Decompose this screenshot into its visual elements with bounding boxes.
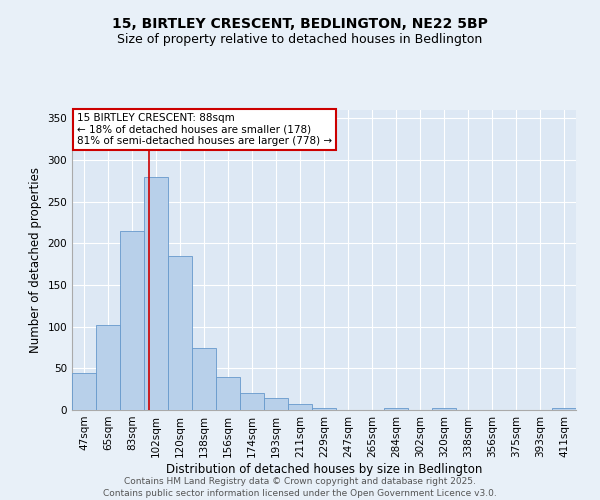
Text: 15 BIRTLEY CRESCENT: 88sqm
← 18% of detached houses are smaller (178)
81% of sem: 15 BIRTLEY CRESCENT: 88sqm ← 18% of deta… xyxy=(77,113,332,146)
Bar xyxy=(288,404,312,410)
Bar xyxy=(552,408,576,410)
Bar xyxy=(144,176,168,410)
X-axis label: Distribution of detached houses by size in Bedlington: Distribution of detached houses by size … xyxy=(166,462,482,475)
Bar xyxy=(384,408,408,410)
Y-axis label: Number of detached properties: Number of detached properties xyxy=(29,167,42,353)
Bar xyxy=(168,256,192,410)
Bar xyxy=(72,372,96,410)
Bar xyxy=(240,394,264,410)
Bar xyxy=(96,325,120,410)
Text: 15, BIRTLEY CRESCENT, BEDLINGTON, NE22 5BP: 15, BIRTLEY CRESCENT, BEDLINGTON, NE22 5… xyxy=(112,18,488,32)
Text: Size of property relative to detached houses in Bedlington: Size of property relative to detached ho… xyxy=(118,32,482,46)
Bar xyxy=(264,398,288,410)
Bar xyxy=(216,376,240,410)
Bar xyxy=(432,408,456,410)
Bar xyxy=(312,408,336,410)
Bar xyxy=(192,348,216,410)
Bar xyxy=(120,231,144,410)
Text: Contains HM Land Registry data © Crown copyright and database right 2025.
Contai: Contains HM Land Registry data © Crown c… xyxy=(103,476,497,498)
